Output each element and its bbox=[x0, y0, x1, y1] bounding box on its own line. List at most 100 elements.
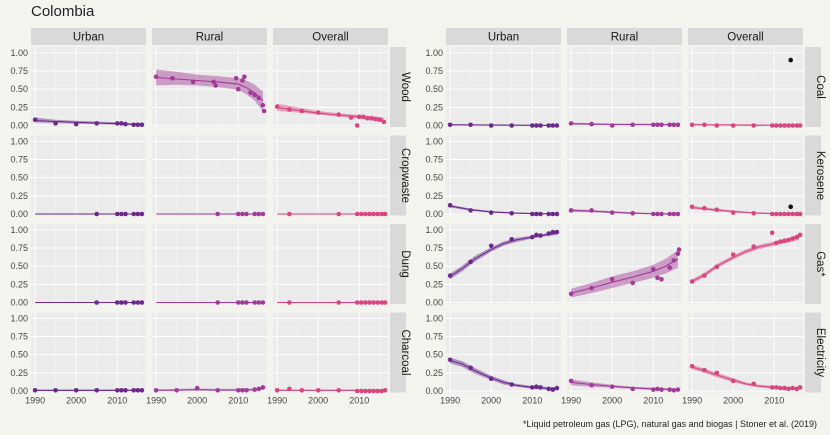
data-point-urban bbox=[554, 385, 560, 391]
data-point-overall bbox=[778, 211, 783, 217]
y-tick-label: 1.00 bbox=[425, 136, 443, 146]
data-point-urban bbox=[135, 211, 141, 217]
y-tick-label: 0.25 bbox=[10, 191, 28, 201]
panel-background bbox=[567, 224, 682, 304]
data-point-rural bbox=[568, 378, 574, 384]
x-tick-label: 2010 bbox=[228, 396, 248, 406]
y-tick-label: 0.00 bbox=[425, 209, 443, 219]
confidence-band-overall bbox=[277, 103, 384, 123]
data-point-rural bbox=[170, 76, 175, 81]
x-tick-label: 2000 bbox=[66, 396, 86, 406]
y-tick-label: 0.25 bbox=[425, 191, 443, 201]
data-point-overall bbox=[382, 211, 388, 217]
data-point-overall bbox=[794, 234, 800, 240]
data-point-rural bbox=[174, 388, 179, 393]
x-tick-label: 2010 bbox=[764, 396, 784, 406]
data-point-rural bbox=[256, 95, 262, 101]
data-point-overall bbox=[375, 388, 381, 394]
panel-background bbox=[688, 224, 803, 304]
column-label-urban: Urban bbox=[488, 32, 519, 44]
data-point-rural bbox=[659, 387, 664, 392]
data-point-urban bbox=[131, 122, 136, 128]
data-point-overall bbox=[354, 388, 360, 394]
data-point-rural bbox=[630, 211, 635, 216]
data-point-urban bbox=[550, 387, 556, 392]
row-label-electricity: Electricity bbox=[814, 328, 826, 377]
y-tick-label: 0.00 bbox=[425, 386, 443, 396]
data-point-rural bbox=[659, 211, 664, 217]
data-point-urban bbox=[53, 388, 58, 393]
data-point-rural bbox=[651, 266, 656, 272]
data-point-rural bbox=[215, 300, 220, 305]
data-point-overall bbox=[315, 388, 321, 393]
data-point-rural bbox=[589, 121, 594, 127]
data-point-overall bbox=[714, 123, 720, 128]
data-point-overall bbox=[354, 123, 360, 128]
y-tick-label: 0.50 bbox=[425, 173, 443, 183]
block-right: Urban Rural Overall 0.00 0.25 0.50 0.75 1.00 Coa… bbox=[425, 28, 826, 406]
data-point-overall bbox=[797, 123, 803, 128]
data-point-urban bbox=[135, 122, 141, 128]
data-point-urban bbox=[538, 385, 543, 390]
row-strip-wood bbox=[390, 47, 406, 127]
data-point-rural bbox=[240, 211, 245, 217]
panel-gas-urban bbox=[446, 224, 561, 304]
data-point-overall bbox=[790, 236, 795, 241]
data-point-overall bbox=[751, 244, 756, 249]
data-point-urban bbox=[534, 384, 539, 390]
data-point-overall bbox=[363, 388, 368, 394]
data-point-urban bbox=[509, 211, 514, 216]
data-point-overall bbox=[377, 117, 383, 122]
data-point-overall bbox=[794, 123, 800, 128]
row-strip-electricity bbox=[805, 312, 821, 393]
data-point-overall bbox=[751, 381, 756, 387]
data-point-urban bbox=[123, 121, 128, 127]
data-point-rural bbox=[236, 300, 241, 305]
data-point-urban bbox=[550, 211, 556, 217]
data-point-overall bbox=[354, 300, 360, 305]
panel-background bbox=[31, 135, 146, 216]
y-tick-label: 0.00 bbox=[10, 209, 28, 219]
data-point-urban bbox=[488, 210, 494, 215]
confidence-band-rural bbox=[571, 250, 678, 298]
data-point-urban bbox=[488, 243, 494, 249]
data-point-rural bbox=[211, 79, 216, 85]
data-point-overall bbox=[365, 116, 370, 121]
column-label-rural: Rural bbox=[196, 32, 223, 44]
y-tick-label: 0.75 bbox=[10, 66, 28, 76]
panel-dung-rural bbox=[152, 224, 267, 305]
data-point-urban bbox=[530, 385, 535, 390]
data-point-overall bbox=[797, 232, 803, 238]
row-label-kerosene: Kerosene bbox=[814, 151, 826, 200]
x-tick-label: 2010 bbox=[107, 396, 127, 406]
panel-background bbox=[688, 47, 803, 127]
y-tick-label: 0.50 bbox=[10, 84, 28, 94]
y-tick-label: 0.25 bbox=[10, 279, 28, 289]
data-point-urban bbox=[468, 208, 473, 213]
data-point-urban bbox=[32, 117, 38, 122]
row-strip-cropwaste bbox=[390, 135, 406, 216]
y-tick-label: 1.00 bbox=[10, 136, 28, 146]
panel-background bbox=[567, 312, 682, 393]
data-point-overall bbox=[361, 114, 366, 120]
data-point-overall bbox=[367, 211, 372, 217]
y-tick-label: 0.75 bbox=[10, 332, 28, 342]
data-point-urban bbox=[488, 123, 494, 128]
panel-gas-rural bbox=[567, 224, 682, 304]
data-point-urban bbox=[468, 122, 473, 128]
data-point-overall bbox=[730, 252, 736, 257]
data-point-urban bbox=[534, 232, 539, 238]
data-point-urban bbox=[509, 123, 514, 128]
y-tick-label: 0.75 bbox=[425, 66, 443, 76]
panel-coal-overall bbox=[688, 47, 803, 128]
data-point-overall bbox=[287, 386, 292, 392]
x-tick-label: 1990 bbox=[267, 396, 287, 406]
data-point-overall bbox=[751, 211, 756, 216]
panel-electricity-overall bbox=[688, 312, 803, 393]
data-point-overall bbox=[359, 300, 364, 305]
panel-background bbox=[273, 224, 388, 304]
data-point-overall bbox=[769, 123, 775, 128]
data-point-overall bbox=[299, 108, 305, 114]
panel-coal-urban bbox=[446, 47, 561, 128]
data-point-rural bbox=[667, 265, 672, 270]
